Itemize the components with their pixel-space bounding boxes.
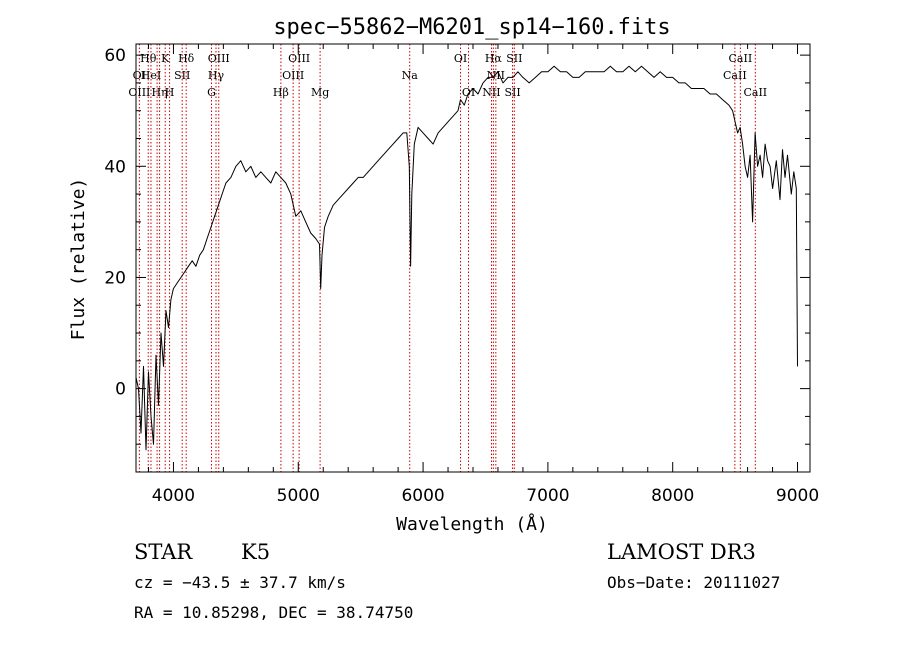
line-label: SII [506,52,522,65]
line-label: SII [174,69,190,82]
line-label: Hδ [178,52,195,65]
redshift-value: cz = −43.5 ± 37.7 km/s [134,573,346,592]
line-label: G [207,86,216,99]
coordinates: RA = 10.85298, DEC = 38.74750 [134,603,414,622]
y-tick-label: 40 [104,157,126,177]
line-label: Hβ [273,86,289,99]
line-markers [138,44,756,472]
y-tick-label: 60 [104,46,126,66]
line-label: OIII [282,69,304,82]
x-tick-label: 5000 [277,486,320,506]
x-tick-label: 7000 [526,486,569,506]
line-label: OIII [288,52,310,65]
line-label: Hγ [208,69,225,82]
chart-title: spec−55862−M6201_sp14−160.fits [273,15,670,40]
flux-line [135,65,798,451]
line-label: H [165,86,175,99]
line-label: CaII [729,52,753,65]
line-label: OIII [208,52,230,65]
spectrum-series [135,65,798,451]
line-label: K [161,52,170,65]
object-class: STAR [134,540,193,564]
line-label: OIII [128,86,150,99]
x-tick-label: 6000 [401,486,444,506]
line-label: NII [482,86,500,99]
object-subclass: K5 [241,540,271,564]
line-label: Na [402,69,419,82]
plot-frame [135,43,811,473]
line-label: OI [454,52,467,65]
y-axis: 0 20 40 60 [104,46,810,445]
y-tick-label: 20 [104,268,126,288]
x-tick-label: 8000 [651,486,694,506]
line-label: Hη [151,86,167,99]
line-label: CaII [743,86,767,99]
line-label: SII [504,86,520,99]
x-tick-label: 9000 [776,486,819,506]
x-tick-label: 4000 [152,486,195,506]
x-axis: 4000 5000 6000 7000 8000 9000 [147,44,819,506]
line-label: Mg [311,86,329,99]
line-label: OI [462,86,475,99]
y-axis-label: Flux (relative) [68,178,89,341]
y-tick-label: 0 [115,380,126,400]
x-axis-label: Wavelength (Å) [396,513,548,535]
survey-name: LAMOST DR3 [607,540,756,564]
line-label: Hα [485,52,503,65]
obs-date: Obs−Date: 20111027 [607,573,781,592]
line-label: HeI [141,69,161,82]
line-label: CaII [723,69,747,82]
line-label: NII [487,69,505,82]
line-label: Hθ [140,52,157,65]
